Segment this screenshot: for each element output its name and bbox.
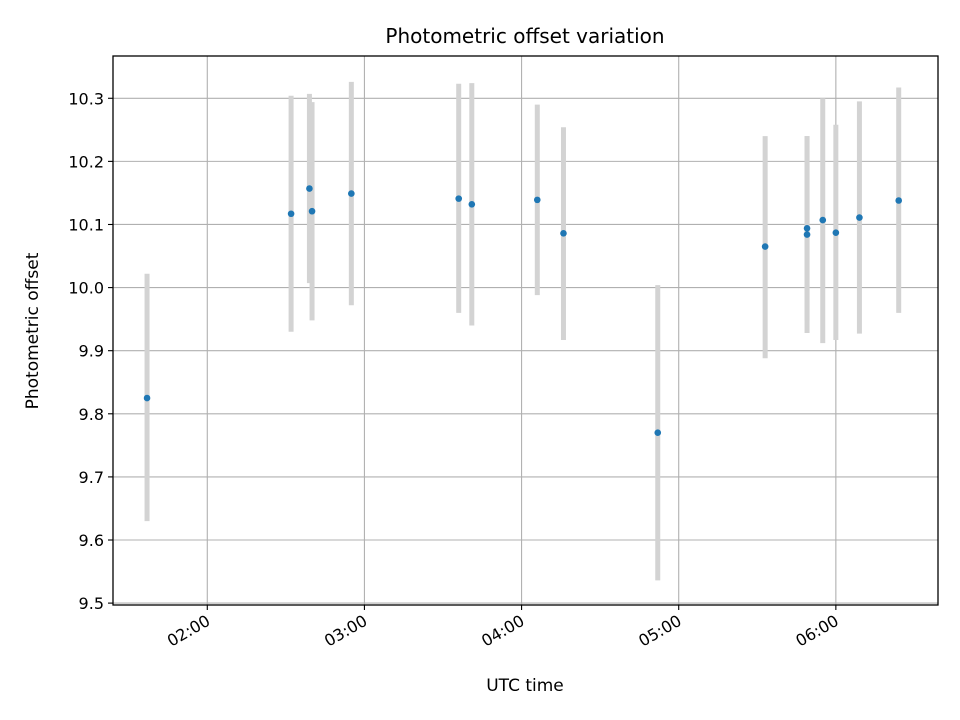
y-tick-label: 9.9	[79, 342, 104, 361]
y-tick-label: 9.8	[79, 405, 104, 424]
data-point	[819, 216, 827, 224]
data-point	[895, 197, 903, 204]
data-points	[143, 185, 903, 437]
data-point	[560, 230, 567, 237]
x-axis-label: UTC time	[486, 676, 564, 696]
data-point	[455, 195, 463, 202]
data-point	[468, 200, 476, 208]
y-tick-label: 9.7	[79, 468, 104, 487]
y-tick-label: 10.3	[68, 89, 104, 108]
y-axis: 9.5 9.6 9.7 9.8 9.9 10.0 10.1 10.2 10.3	[68, 89, 113, 613]
y-tick-label: 10.2	[68, 152, 104, 171]
plot-frame	[112, 55, 939, 606]
data-point	[856, 214, 863, 221]
data-point	[306, 185, 313, 192]
y-tick-label: 10.0	[68, 279, 104, 298]
y-tick-label: 10.1	[68, 215, 104, 234]
y-tick-label: 9.5	[79, 594, 104, 613]
data-point	[803, 224, 811, 232]
chart-title: Photometric offset variation	[385, 24, 664, 48]
y-tick-label: 9.6	[79, 531, 104, 550]
data-point	[803, 231, 811, 238]
data-point	[761, 243, 769, 250]
data-point	[348, 190, 355, 197]
data-point	[308, 207, 316, 215]
data-point	[533, 196, 541, 204]
data-point	[654, 429, 662, 437]
data-point	[287, 210, 295, 218]
data-point	[832, 229, 840, 236]
data-point	[143, 394, 151, 402]
y-axis-label: Photometric offset	[23, 252, 43, 409]
